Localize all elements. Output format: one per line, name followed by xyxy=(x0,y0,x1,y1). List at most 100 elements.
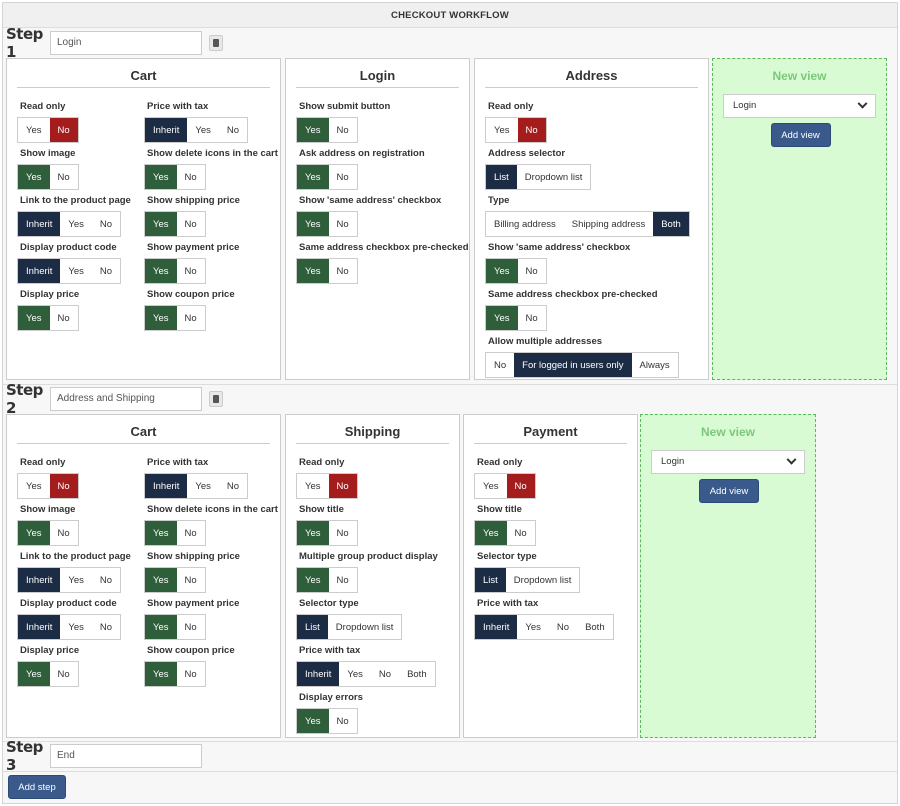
choice-yes[interactable]: Yes xyxy=(26,124,42,136)
choice-no[interactable]: No xyxy=(184,218,197,230)
choice-no[interactable]: No xyxy=(184,171,197,183)
choice-no[interactable]: No xyxy=(328,474,357,498)
choice-yes[interactable]: Yes xyxy=(195,480,211,492)
choice-list[interactable]: List xyxy=(475,568,506,592)
choice-no[interactable]: No xyxy=(525,312,538,324)
choice-no[interactable]: No xyxy=(184,312,197,324)
add-view-button[interactable]: Add view xyxy=(770,123,831,147)
choice-no[interactable]: No xyxy=(506,474,535,498)
choice-yes[interactable]: Yes xyxy=(525,621,541,633)
choice-no[interactable]: No xyxy=(57,668,70,680)
choice-inherit[interactable]: Inherit xyxy=(145,118,188,142)
choice-yes[interactable]: Yes xyxy=(145,615,177,639)
choice-yes[interactable]: Yes xyxy=(145,306,177,330)
choice-yes[interactable]: Yes xyxy=(486,306,518,330)
choice-inherit[interactable]: Inherit xyxy=(18,615,61,639)
choice-yes[interactable]: Yes xyxy=(297,521,329,545)
choice-dropdown-list[interactable]: Dropdown list xyxy=(524,171,583,183)
choice-always[interactable]: Always xyxy=(639,359,670,371)
choice-yes[interactable]: Yes xyxy=(145,259,177,283)
choice-no[interactable]: No xyxy=(57,312,70,324)
choice-yes[interactable]: Yes xyxy=(297,165,329,189)
choice-no[interactable]: No xyxy=(49,474,78,498)
choice-dropdown-list[interactable]: Dropdown list xyxy=(335,621,394,633)
choice-no[interactable]: No xyxy=(99,265,113,277)
choice-no[interactable]: No xyxy=(378,668,392,680)
choice-yes[interactable]: Yes xyxy=(145,165,177,189)
choice-no[interactable]: No xyxy=(184,621,197,633)
choice-no[interactable]: No xyxy=(336,265,349,277)
choice-no[interactable]: No xyxy=(336,171,349,183)
choice-both[interactable]: Both xyxy=(407,668,427,680)
choice-yes[interactable]: Yes xyxy=(18,521,50,545)
choice-yes[interactable]: Yes xyxy=(68,218,84,230)
choice-yes[interactable]: Yes xyxy=(18,662,50,686)
choice-no[interactable]: No xyxy=(99,621,113,633)
step-name-input[interactable]: Address and Shipping xyxy=(50,387,202,411)
choice-inherit[interactable]: Inherit xyxy=(145,474,188,498)
choice-no[interactable]: No xyxy=(184,574,197,586)
choice-yes[interactable]: Yes xyxy=(145,662,177,686)
choice-yes[interactable]: Yes xyxy=(475,521,507,545)
choice-yes[interactable]: Yes xyxy=(483,480,499,492)
choice-no[interactable]: No xyxy=(336,574,349,586)
choice-inherit[interactable]: Inherit xyxy=(475,615,518,639)
choice-no[interactable]: No xyxy=(525,265,538,277)
choice-yes[interactable]: Yes xyxy=(305,480,321,492)
choice-no[interactable]: No xyxy=(57,171,70,183)
choice-yes[interactable]: Yes xyxy=(297,212,329,236)
choice-no[interactable]: No xyxy=(184,668,197,680)
choice-no[interactable]: No xyxy=(57,527,70,539)
choice-no[interactable]: No xyxy=(556,621,570,633)
choice-yes[interactable]: Yes xyxy=(68,621,84,633)
choice-yes[interactable]: Yes xyxy=(26,480,42,492)
choice-yes[interactable]: Yes xyxy=(347,668,363,680)
choice-dropdown-list[interactable]: Dropdown list xyxy=(513,574,572,586)
choice-no[interactable]: No xyxy=(336,715,349,727)
choice-yes[interactable]: Yes xyxy=(68,265,84,277)
choice-yes[interactable]: Yes xyxy=(297,568,329,592)
choice-no[interactable]: No xyxy=(226,124,240,136)
choice-list[interactable]: List xyxy=(297,615,328,639)
choice-yes[interactable]: Yes xyxy=(195,124,211,136)
choice-no[interactable]: No xyxy=(49,118,78,142)
choice-yes[interactable]: Yes xyxy=(494,124,510,136)
choice-yes[interactable]: Yes xyxy=(486,259,518,283)
choice-no[interactable]: No xyxy=(517,118,546,142)
choice-yes[interactable]: Yes xyxy=(145,212,177,236)
choice-yes[interactable]: Yes xyxy=(145,568,177,592)
choice-inherit[interactable]: Inherit xyxy=(297,662,340,686)
choice-inherit[interactable]: Inherit xyxy=(18,259,61,283)
choice-no[interactable]: No xyxy=(99,574,113,586)
choice-no[interactable]: No xyxy=(184,265,197,277)
choice-inherit[interactable]: Inherit xyxy=(18,568,61,592)
view-select[interactable]: Login xyxy=(723,94,876,118)
step-name-input[interactable]: Login xyxy=(50,31,202,55)
choice-shipping-address[interactable]: Shipping address xyxy=(571,218,646,230)
choice-no[interactable]: No xyxy=(336,124,349,136)
choice-no[interactable]: No xyxy=(336,527,349,539)
choice-inherit[interactable]: Inherit xyxy=(18,212,61,236)
choice-yes[interactable]: Yes xyxy=(18,165,50,189)
add-step-button[interactable]: Add step xyxy=(8,775,66,799)
choice-no[interactable]: No xyxy=(514,527,527,539)
choice-no[interactable]: No xyxy=(226,480,240,492)
choice-yes[interactable]: Yes xyxy=(145,521,177,545)
choice-yes[interactable]: Yes xyxy=(297,118,329,142)
choice-yes[interactable]: Yes xyxy=(297,709,329,733)
choice-both[interactable]: Both xyxy=(585,621,605,633)
choice-no[interactable]: No xyxy=(99,218,113,230)
add-view-button[interactable]: Add view xyxy=(699,479,759,503)
choice-billing-address[interactable]: Billing address xyxy=(494,218,556,230)
choice-yes[interactable]: Yes xyxy=(297,259,329,283)
step-name-input[interactable]: End xyxy=(50,744,202,768)
choice-both[interactable]: Both xyxy=(653,212,689,236)
choice-for-logged-in-users-only[interactable]: For logged in users only xyxy=(514,353,632,377)
choice-list[interactable]: List xyxy=(486,165,517,189)
choice-yes[interactable]: Yes xyxy=(68,574,84,586)
choice-no[interactable]: No xyxy=(336,218,349,230)
trash-icon[interactable] xyxy=(209,391,223,407)
view-select[interactable]: Login xyxy=(651,450,805,474)
choice-no[interactable]: No xyxy=(494,359,507,371)
trash-icon[interactable] xyxy=(209,35,223,51)
